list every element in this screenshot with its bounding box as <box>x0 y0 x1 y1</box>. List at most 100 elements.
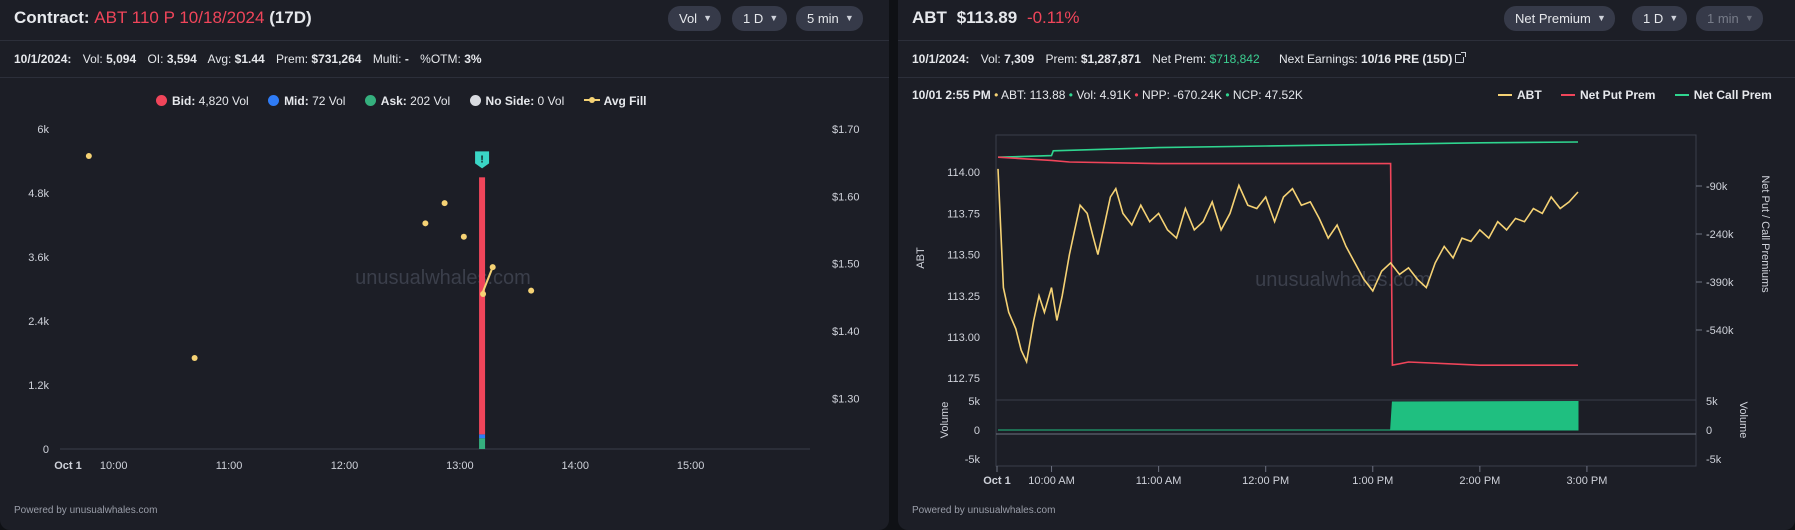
avg-value: $1.44 <box>234 52 265 66</box>
premium-axis-title: Net Put / Call Premiums <box>1759 175 1771 293</box>
mid-bar <box>479 434 486 439</box>
price-tick-label: 113.75 <box>947 208 980 220</box>
y-right-tick-label: $1.30 <box>832 393 860 405</box>
avgfill-point <box>528 287 535 294</box>
legend-ask[interactable]: Ask: 202 Vol <box>364 94 451 108</box>
avgfill-point <box>191 355 198 362</box>
legend-mid-label: Mid: <box>284 94 309 108</box>
flow-legend: Bid: 4,820 Vol Mid: 72 Vol Ask: 202 Vol … <box>156 94 662 108</box>
multi-label: Multi: <box>372 52 402 66</box>
chevron-down-icon: ▼ <box>844 13 854 23</box>
alert-flag-icon <box>475 151 490 169</box>
ask-dot-icon <box>364 95 376 106</box>
avgfill-point <box>85 152 92 159</box>
footer-credit[interactable]: Powered by unusualwhales.com <box>912 505 1056 516</box>
r-vol-value: 7,309 <box>1004 52 1035 66</box>
prem-label: Prem: <box>276 52 309 66</box>
legend-abt-label: ABT <box>1517 88 1542 102</box>
x-tick-label: Oct 1 <box>983 475 1011 487</box>
call-line-icon <box>1674 94 1689 96</box>
tooltip-ncp: NCP: 47.52K <box>1232 88 1303 102</box>
premium-tick-label: -540k <box>1706 325 1734 337</box>
bid-bar <box>479 177 486 435</box>
legend-avgfill[interactable]: Avg Fill <box>583 94 646 108</box>
contract-flow-chart[interactable]: 0 1.2k 2.4k 3.6k 4.8k 6k $1.30 $1.40 $1.50 $1.60 $… <box>0 112 889 492</box>
avgfill-segment <box>481 266 494 295</box>
price-tick-label: 113.50 <box>947 250 980 262</box>
interval-select[interactable]: 5 min ▼ <box>796 6 863 31</box>
legend-ask-value: 202 Vol <box>410 94 451 108</box>
multi-value: - <box>404 52 409 66</box>
contract-header: Contract: ABT 110 P 10/18/2024 (17D) Vol… <box>0 0 889 41</box>
avgfill-point <box>422 220 429 227</box>
contract-title: Contract: ABT 110 P 10/18/2024 (17D) <box>14 8 312 28</box>
net-premium-chart[interactable]: 114.00 113.75 113.50 113.25 113.00 112.75 ABT -… <box>898 108 1795 498</box>
legend-call[interactable]: Net Call Prem <box>1674 88 1772 102</box>
prem-value: $731,264 <box>311 52 362 66</box>
y-left-tick-label: 1.2k <box>28 380 49 392</box>
volume-tick-left: -5k <box>965 454 981 466</box>
legend-noside-value: 0 Vol <box>537 94 565 108</box>
contract-dte: (17D) <box>269 8 312 27</box>
contract-label: Contract: <box>14 8 90 27</box>
right-range-select[interactable]: 1 D ▼ <box>1632 6 1688 31</box>
external-link-icon[interactable] <box>1455 52 1467 63</box>
volume-axis-title-left: Volume <box>939 402 951 439</box>
y-right-tick-label: $1.60 <box>832 191 860 203</box>
y-right-tick-label: $1.50 <box>832 259 860 271</box>
contract-name[interactable]: ABT 110 P 10/18/2024 <box>94 8 265 27</box>
x-tick-label: 11:00 AM <box>1136 475 1182 487</box>
volume-tick-left: 5k <box>968 396 980 408</box>
legend-put[interactable]: Net Put Prem <box>1561 88 1655 102</box>
legend-mid[interactable]: Mid: 72 Vol <box>268 94 345 108</box>
vol-value: 5,094 <box>106 52 137 66</box>
y-left-tick-label: 6k <box>37 124 49 136</box>
volume-tick-right: 0 <box>1706 425 1712 437</box>
metric-select[interactable]: Vol ▼ <box>668 6 722 31</box>
ask-bar <box>479 438 486 449</box>
range-select[interactable]: 1 D ▼ <box>732 6 788 31</box>
legend-noside-label: No Side: <box>485 94 535 108</box>
legend-bid[interactable]: Bid: 4,820 Vol <box>156 94 249 108</box>
y-left-tick-label: 0 <box>43 444 49 456</box>
x-tick-label: 10:00 <box>100 460 128 472</box>
tooltip-npp: NPP: -670.24K <box>1141 88 1222 102</box>
r-netprem-value: $718,842 <box>1209 52 1260 66</box>
x-tick-label: 1:00 PM <box>1352 475 1393 487</box>
legend-bid-label: Bid: <box>172 94 196 108</box>
chevron-down-icon: ▼ <box>1596 13 1606 23</box>
mode-select[interactable]: Net Premium ▼ <box>1504 6 1615 31</box>
y-right-tick-label: $1.70 <box>832 124 860 136</box>
r-stats-date: 10/1/2024: <box>912 52 970 66</box>
metric-select-value: Vol <box>679 11 698 26</box>
right-interval-select[interactable]: 1 min ▼ <box>1696 6 1763 31</box>
chevron-down-icon: ▼ <box>769 13 779 23</box>
legend-bid-value: 4,820 Vol <box>198 94 249 108</box>
chevron-down-icon: ▼ <box>1669 13 1679 23</box>
mode-select-value: Net Premium <box>1515 11 1591 26</box>
legend-call-label: Net Call Prem <box>1693 88 1772 102</box>
legend-noside[interactable]: No Side: 0 Vol <box>469 94 565 108</box>
otm-value: 3% <box>464 52 482 66</box>
avgfill-point <box>460 233 467 240</box>
contract-stats-bar: 10/1/2024: Vol: 5,094 OI: 3,594 Avg: $1.… <box>0 42 889 78</box>
avgfill-point <box>489 264 496 271</box>
otm-label: %OTM: <box>420 52 461 66</box>
legend-abt[interactable]: ABT <box>1498 88 1542 102</box>
r-vol-label: Vol: <box>980 52 1001 66</box>
avgfill-point <box>441 200 448 207</box>
vol-label: Vol: <box>82 52 103 66</box>
footer-credit[interactable]: Powered by unusualwhales.com <box>14 505 158 516</box>
right-interval-select-value: 1 min <box>1707 11 1739 26</box>
premium-tick-label: -240k <box>1706 229 1734 241</box>
ticker-panel: ABT $113.89 -0.11% Net Premium ▼ 1 D ▼ 1… <box>898 0 1795 530</box>
x-tick-label: 2:00 PM <box>1459 475 1500 487</box>
y-right-tick-label: $1.40 <box>832 326 860 338</box>
ticker-symbol[interactable]: ABT <box>912 8 947 27</box>
r-prem-label: Prem: <box>1045 52 1078 66</box>
interval-select-value: 5 min <box>807 11 839 26</box>
price-tick-label: 114.00 <box>947 167 980 179</box>
x-tick-label: 11:00 <box>216 460 243 472</box>
put-line-icon <box>1561 94 1576 96</box>
tooltip-vol: Vol: 4.91K <box>1076 88 1132 102</box>
